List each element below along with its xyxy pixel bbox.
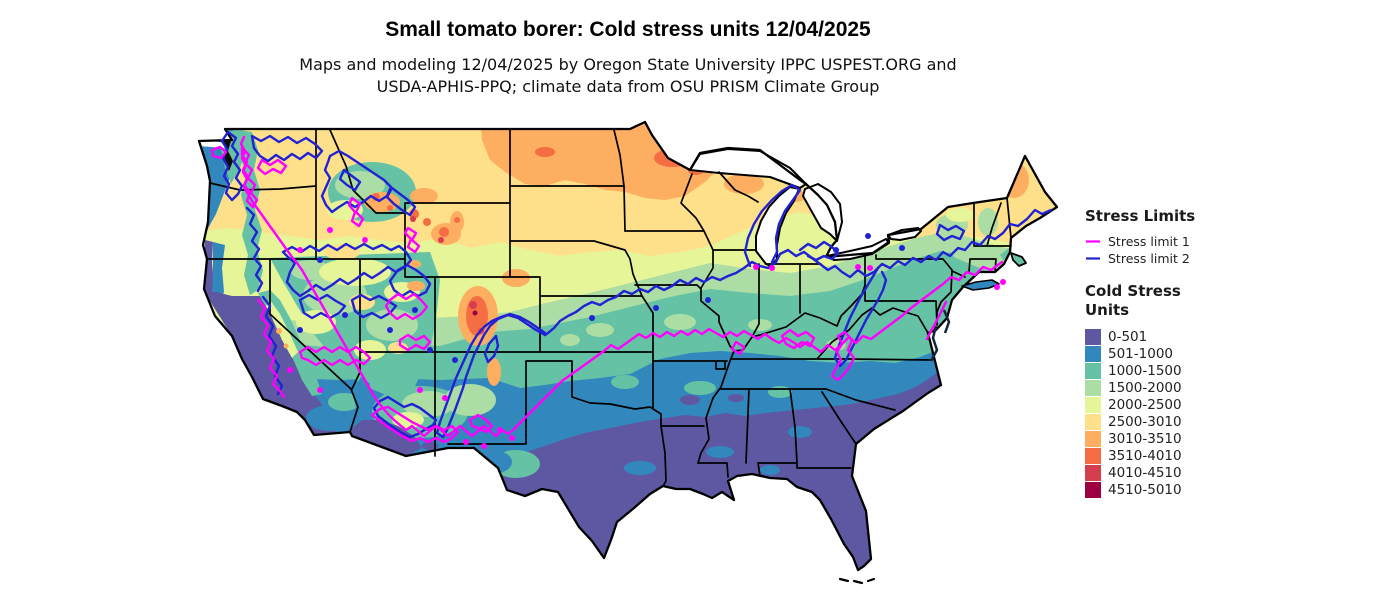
stress-limits-title: Stress Limits bbox=[1085, 207, 1196, 225]
long-island bbox=[961, 279, 1000, 291]
stress-limit-2-contours bbox=[220, 130, 1053, 439]
class-swatch bbox=[1085, 396, 1101, 413]
coastal-features bbox=[838, 252, 1027, 585]
class-swatch bbox=[1085, 481, 1101, 498]
legend: Stress Limits Stress limit 1 Stress limi… bbox=[1085, 207, 1305, 498]
stress-limit-2-line-icon bbox=[1086, 257, 1100, 260]
stress-limit-1-contours bbox=[210, 135, 1006, 449]
state-boundaries bbox=[206, 129, 1012, 487]
cold-stress-units-title: Cold Stress Units bbox=[1085, 282, 1181, 319]
cape-cod bbox=[1010, 252, 1027, 267]
legend-class-row: 4510-5010 bbox=[1085, 481, 1305, 498]
legend-class-row: 3010-3510 bbox=[1085, 430, 1305, 447]
blue-contour-dots bbox=[297, 233, 905, 363]
legend-class-row: 1000-1500 bbox=[1085, 362, 1305, 379]
legend-class-row: 4010-4510 bbox=[1085, 464, 1305, 481]
legend-stress-limit-1: Stress limit 1 bbox=[1085, 233, 1305, 250]
stress-limit-2-label: Stress limit 2 bbox=[1108, 251, 1190, 266]
subtitle-line-2: USDA-APHIS-PPQ; climate data from OSU PR… bbox=[376, 77, 880, 96]
class-swatch bbox=[1085, 362, 1101, 379]
class-swatch bbox=[1085, 464, 1101, 481]
legend-class-row: 0-501 bbox=[1085, 328, 1305, 345]
class-swatch bbox=[1085, 413, 1101, 430]
class-swatch bbox=[1085, 345, 1101, 362]
stress-limit-1-line-icon bbox=[1086, 240, 1100, 243]
class-swatch bbox=[1085, 430, 1101, 447]
legend-class-row: 2500-3010 bbox=[1085, 413, 1305, 430]
legend-class-row: 3510-4010 bbox=[1085, 447, 1305, 464]
legend-stress-limit-2: Stress limit 2 bbox=[1085, 250, 1305, 267]
legend-class-row: 2000-2500 bbox=[1085, 396, 1305, 413]
page-subtitle: Maps and modeling 12/04/2025 by Oregon S… bbox=[0, 54, 1256, 98]
class-swatch bbox=[1085, 447, 1101, 464]
us-outline bbox=[197, 120, 1059, 572]
chesapeake-bay bbox=[929, 309, 951, 362]
stress-limit-1-label: Stress limit 1 bbox=[1108, 234, 1190, 249]
florida-keys bbox=[838, 577, 876, 585]
legend-class-row: 501-1000 bbox=[1085, 345, 1305, 362]
subtitle-line-1: Maps and modeling 12/04/2025 by Oregon S… bbox=[299, 55, 957, 74]
class-swatch bbox=[1085, 328, 1101, 345]
page-title: Small tomato borer: Cold stress units 12… bbox=[385, 18, 871, 41]
legend-class-row: 1500-2000 bbox=[1085, 379, 1305, 396]
class-swatch bbox=[1085, 379, 1101, 396]
magenta-contour-dots bbox=[287, 227, 1006, 449]
